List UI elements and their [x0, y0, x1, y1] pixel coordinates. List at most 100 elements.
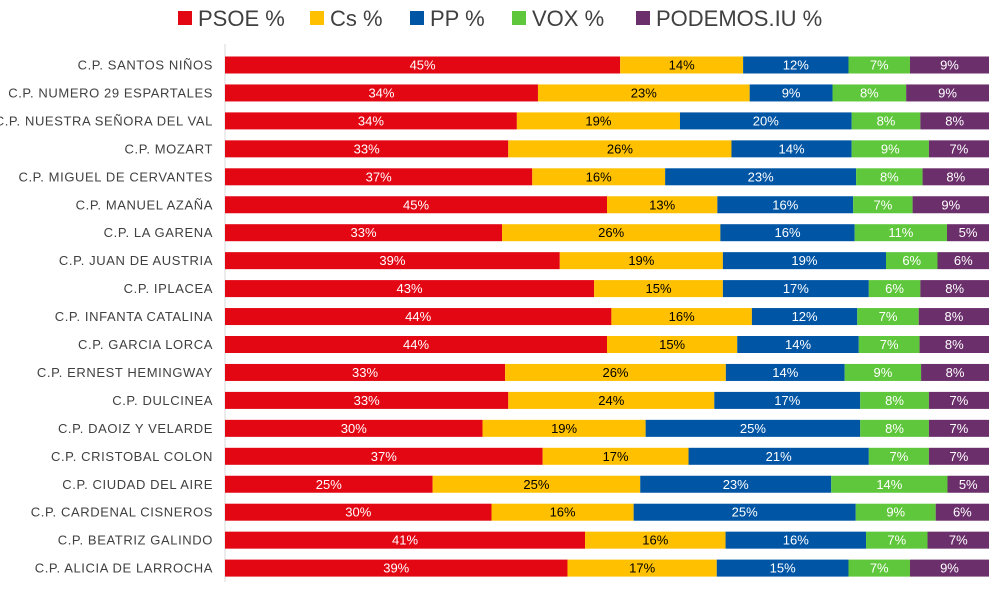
- bar-segment: [502, 224, 721, 242]
- legend: PSOE % Cs % PP % VOX % PODEMOS.IU %: [178, 6, 822, 31]
- bar-segment: [858, 336, 920, 353]
- bar-segment: [432, 475, 641, 493]
- bar-segment: [665, 168, 857, 186]
- bar-segment: [225, 419, 483, 437]
- data-label: 8%: [880, 169, 899, 184]
- data-label: 16%: [774, 225, 800, 240]
- data-label: 7%: [950, 141, 969, 156]
- bar-segment: [912, 196, 989, 214]
- legend-label: VOX %: [532, 6, 604, 31]
- legend-label: PSOE %: [198, 6, 285, 31]
- bar-segment: [640, 475, 832, 493]
- data-label: 25%: [316, 477, 342, 492]
- category-label: C.P. MANUEL AZAÑA: [76, 197, 213, 212]
- bar-segment: [607, 336, 738, 353]
- bar-segment: [225, 84, 538, 102]
- legend-label: Cs %: [330, 6, 383, 31]
- data-label: 23%: [748, 169, 774, 184]
- category-label: C.P. DULCINEA: [112, 393, 213, 408]
- data-label: 8%: [945, 281, 964, 296]
- bar-segment: [868, 280, 921, 298]
- bar-segment: [860, 391, 929, 409]
- bar-segment: [225, 503, 492, 521]
- data-label: 7%: [950, 449, 969, 464]
- bar-segment: [508, 140, 732, 158]
- bar-segment: [947, 224, 989, 242]
- data-label: 8%: [860, 85, 879, 100]
- category-label: C.P. NUESTRA SEÑORA DEL VAL: [0, 113, 213, 128]
- bar-segment: [853, 196, 913, 214]
- category-label: C.P. LA GARENA: [104, 225, 213, 240]
- bar-segment: [725, 363, 845, 381]
- data-label: 16%: [783, 533, 809, 548]
- category-label: C.P. JUAN DE AUSTRIA: [59, 253, 213, 268]
- bar-segment: [844, 363, 922, 381]
- data-label: 8%: [945, 113, 964, 128]
- bar-segment: [714, 391, 861, 409]
- data-label: 14%: [669, 58, 695, 73]
- bar-segment: [559, 252, 723, 270]
- data-label: 19%: [791, 253, 817, 268]
- bar-segment: [225, 531, 586, 549]
- legend-swatch: [410, 11, 424, 25]
- bar-segment: [716, 559, 849, 577]
- data-label: 25%: [523, 477, 549, 492]
- bar-segment: [225, 168, 533, 186]
- bar-segment: [717, 196, 854, 214]
- legend-swatch: [310, 11, 324, 25]
- bar-segment: [542, 447, 689, 465]
- data-label: 45%: [410, 58, 436, 73]
- category-label: C.P. ERNEST HEMINGWAY: [37, 365, 213, 380]
- bar-segment: [737, 336, 859, 353]
- bar-segment: [866, 531, 928, 549]
- data-label: 8%: [946, 169, 965, 184]
- bar-segment: [594, 280, 723, 298]
- data-label: 23%: [631, 85, 657, 100]
- legend-swatch: [178, 11, 192, 25]
- category-label: C.P. IPLACEA: [124, 281, 213, 296]
- data-label: 9%: [881, 141, 900, 156]
- data-label: 7%: [873, 197, 892, 212]
- bar-segment: [516, 112, 680, 130]
- legend-swatch: [636, 11, 650, 25]
- data-label: 7%: [950, 421, 969, 436]
- data-label: 30%: [341, 421, 367, 436]
- bar-segment: [725, 531, 867, 549]
- bar-segment: [225, 224, 503, 242]
- data-label: 11%: [888, 225, 913, 240]
- bar-segment: [848, 56, 910, 74]
- data-label: 26%: [607, 141, 633, 156]
- data-label: 45%: [403, 197, 429, 212]
- data-label: 39%: [383, 561, 409, 576]
- bar-segment: [935, 503, 989, 521]
- bar-segment: [918, 308, 989, 326]
- data-label: 26%: [602, 365, 628, 380]
- category-label: C.P. CARDENAL CISNEROS: [31, 505, 213, 520]
- bar-segment: [722, 280, 869, 298]
- data-label: 43%: [397, 281, 423, 296]
- data-label: 6%: [954, 253, 973, 268]
- category-label: C.P. BEATRIZ GALINDO: [58, 533, 213, 548]
- bar-segment: [620, 56, 744, 74]
- data-label: 17%: [603, 449, 629, 464]
- bar-segment: [909, 559, 989, 577]
- bar-segment: [928, 140, 989, 158]
- bar-segment: [885, 252, 938, 270]
- category-label: C.P. MIGUEL DE CERVANTES: [18, 169, 213, 184]
- bar-segment: [532, 168, 666, 186]
- data-label: 34%: [368, 85, 394, 100]
- bar-segment: [731, 140, 852, 158]
- bar-segment: [645, 419, 861, 437]
- bar-segment: [225, 140, 509, 158]
- data-label: 8%: [944, 309, 963, 324]
- bar-segment: [921, 363, 989, 381]
- data-label: 16%: [669, 309, 695, 324]
- bar-segment: [906, 84, 989, 102]
- bar-segment: [225, 112, 517, 130]
- data-label: 44%: [405, 309, 431, 324]
- legend-label: PP %: [430, 6, 485, 31]
- data-label: 9%: [873, 365, 892, 380]
- bar-segment: [868, 447, 929, 465]
- bar-segment: [920, 280, 989, 298]
- category-label: C.P. MOZART: [125, 141, 213, 156]
